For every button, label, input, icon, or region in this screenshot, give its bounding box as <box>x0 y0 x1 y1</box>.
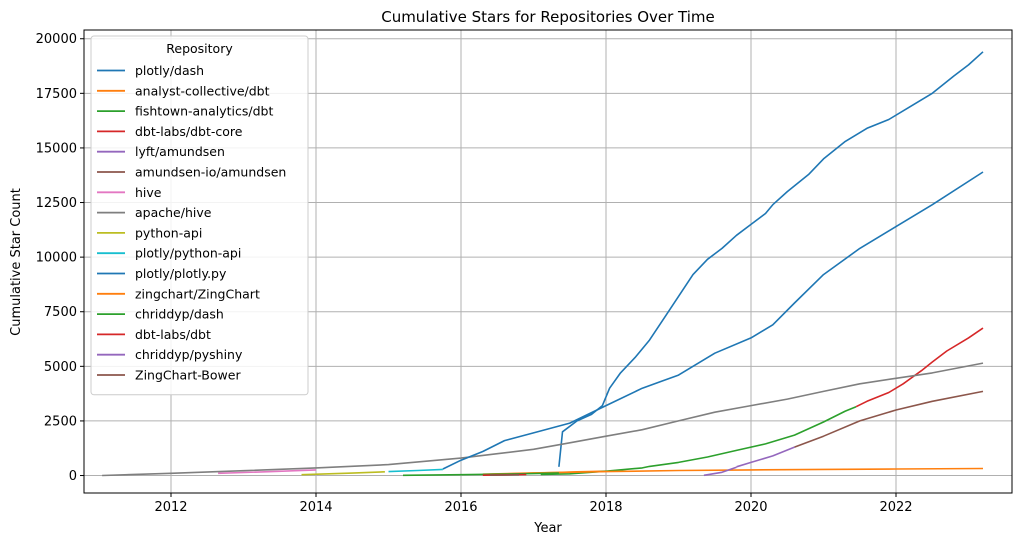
y-tick-label: 7500 <box>44 305 77 320</box>
legend-label: analyst-collective/dbt <box>135 83 270 98</box>
legend-label: plotly/dash <box>135 63 204 78</box>
y-axis-title: Cumulative Star Count <box>9 188 24 336</box>
legend-label: plotly/python-api <box>135 246 241 261</box>
legend-label: lyft/amundsen <box>135 144 225 159</box>
series-line-python-api <box>302 472 385 475</box>
legend-label: apache/hive <box>135 205 212 220</box>
legend-label: ZingChart-Bower <box>135 368 241 383</box>
legend-title: Repository <box>166 41 233 56</box>
legend-label: python-api <box>135 225 202 240</box>
y-tick-label: 10000 <box>36 251 77 266</box>
legend-label: hive <box>135 185 162 200</box>
legend-label: dbt-labs/dbt <box>135 327 211 342</box>
series-line-chriddyp-pyshiny <box>704 467 737 475</box>
x-tick-label: 2014 <box>299 500 332 515</box>
series-line-chriddyp-dash <box>403 473 559 475</box>
y-tick-label: 15000 <box>36 141 77 156</box>
y-tick-label: 5000 <box>44 360 77 375</box>
y-tick-label: 17500 <box>36 87 77 102</box>
y-tick-label: 20000 <box>36 32 77 47</box>
legend-label: fishtown-analytics/dbt <box>135 104 273 119</box>
x-axis-title: Year <box>533 521 562 536</box>
legend-label: dbt-labs/dbt-core <box>135 124 243 139</box>
legend-label: plotly/plotly.py <box>135 266 227 281</box>
x-tick-label: 2020 <box>734 500 767 515</box>
legend-label: chriddyp/dash <box>135 307 224 322</box>
series-line-amundsen-io-amundsen <box>795 391 984 447</box>
y-tick-label: 0 <box>69 469 77 484</box>
series-line-plotly-plotly-py <box>443 172 983 469</box>
x-tick-label: 2016 <box>444 500 477 515</box>
legend-label: chriddyp/pyshiny <box>135 347 243 362</box>
x-tick-label: 2022 <box>879 500 912 515</box>
series-line-plotly-python-api <box>389 469 443 471</box>
x-tick-label: 2012 <box>154 500 187 515</box>
y-tick-label: 12500 <box>36 196 77 211</box>
legend: Repository plotly/dash analyst-collective… <box>91 36 308 395</box>
x-tick-label: 2018 <box>589 500 622 515</box>
legend-label: amundsen-io/amundsen <box>135 165 286 180</box>
chart-title: Cumulative Stars for Repositories Over T… <box>381 8 715 26</box>
series-line-lyft-amundsen <box>737 447 795 467</box>
legend-label: zingchart/ZingChart <box>135 286 260 301</box>
y-tick-label: 2500 <box>44 414 77 429</box>
